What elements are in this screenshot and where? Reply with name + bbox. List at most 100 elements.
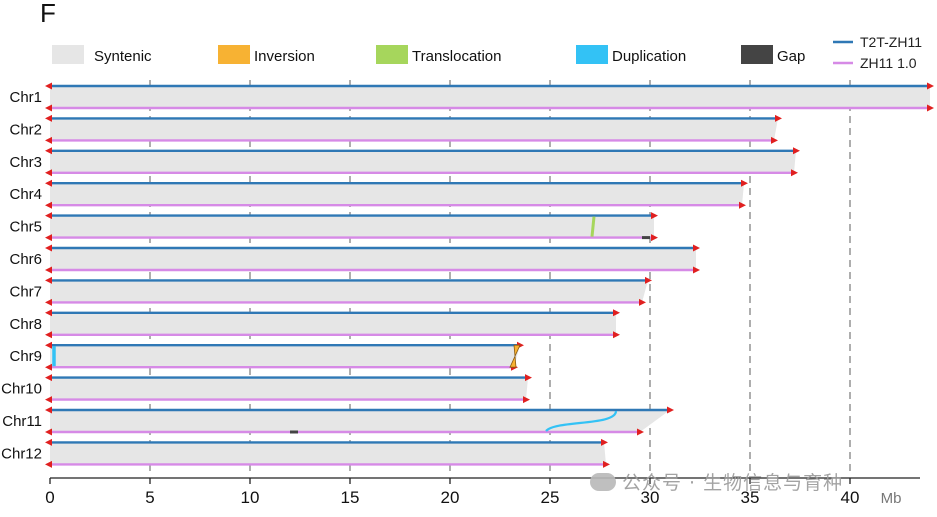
chr2-label: Chr2 [9,121,42,138]
chr8-zh11-end-marker [613,331,620,339]
chr10-t2t-end-marker [525,374,532,382]
chr10-label: Chr10 [1,381,42,398]
chr2-t2t-start-marker [45,114,52,122]
chr6-t2t-end-marker [693,244,700,252]
chr5-zh11-start-marker [45,234,52,242]
legend-swatch-inversion [218,45,250,64]
legend-swatch-translocation [376,45,408,64]
chr11-t2t-start-marker [45,406,52,414]
chr12-syntenic-band [50,442,606,465]
chr5-translocation-0 [590,216,596,237]
legend-series-label-zh11: ZH11 1.0 [860,55,917,71]
chr8-zh11-start-marker [45,331,52,339]
chr3-syntenic-band [50,150,796,173]
chr12-t2t-start-marker [45,438,52,446]
x-tick-label-40: 40 [841,488,860,507]
chr11-syntenic-band [50,410,670,432]
chr5-syntenic-band [50,215,654,238]
chr2-zh11-start-marker [45,136,52,144]
chr6-label: Chr6 [9,251,42,268]
chr6-zh11-start-marker [45,266,52,274]
chr11-label: Chr11 [2,413,42,430]
watermark-text: 公众号 · 生物信息与育种 [622,472,844,494]
x-unit-label: Mb [881,490,902,507]
chr9-zh11-start-marker [45,363,52,371]
chr4-zh11-start-marker [45,201,52,209]
chr12-zh11-end-marker [603,460,610,468]
chr8-syntenic-band [50,312,616,335]
chr6-syntenic-band [50,248,696,270]
chr8-t2t-end-marker [613,309,620,317]
chr1-zh11-start-marker [45,104,52,112]
chr3-t2t-start-marker [45,147,52,155]
legend-label-duplication: Duplication [612,48,686,65]
chromosome-tracks [45,82,934,468]
legend-label-gap: Gap [777,48,805,65]
chr3-t2t-end-marker [793,147,800,155]
chr5-label: Chr5 [9,219,42,236]
chr4-t2t-end-marker [741,179,748,187]
legend-swatch-syntenic [52,45,84,64]
chr9-t2t-start-marker [45,341,52,349]
x-tick-label-5: 5 [145,488,154,507]
chr7-zh11-start-marker [45,298,52,306]
chr11-zh11-end-marker [637,428,644,436]
chr10-zh11-end-marker [523,396,530,404]
x-tick-label-35: 35 [741,488,760,507]
chr6-zh11-end-marker [693,266,700,274]
chr9-inversion-3 [509,344,521,368]
chr7-zh11-end-marker [639,298,646,306]
chr1-zh11-end-marker [927,104,934,112]
legend-swatch-gap [741,45,773,64]
legend-label-inversion: Inversion [254,48,315,65]
x-tick-label-20: 20 [441,488,460,507]
chr8-label: Chr8 [9,316,42,333]
legend-label-translocation: Translocation [412,48,502,65]
chr1-syntenic-band [50,86,930,108]
chr8-t2t-start-marker [45,309,52,317]
chr1-t2t-start-marker [45,82,52,90]
chr11-duplication-4 [545,410,618,432]
chr12-label: Chr12 [1,445,42,462]
chr1-label: Chr1 [9,89,42,106]
x-tick-label-25: 25 [541,488,560,507]
wechat-icon [590,473,616,491]
chr3-label: Chr3 [9,154,42,171]
legend-swatch-duplication [576,45,608,64]
chr9-syntenic-band [50,345,520,368]
chromosome-labels: Chr1 Chr2 Chr3 Chr4 Chr5 Chr6 Chr7 Chr8 Chr9 Chr1… [1,89,42,462]
chr7-t2t-start-marker [45,276,52,284]
chr10-zh11-start-marker [45,396,52,404]
legend: Syntenic Inversion Translocation Duplicatio… [52,34,922,71]
x-axis: 0 5 10 15 20 25 30 35 40 Mb [45,477,920,507]
chr3-zh11-start-marker [45,169,52,177]
panel-label: F [40,0,56,28]
x-tick-label-15: 15 [341,488,360,507]
x-tick-label-10: 10 [241,488,260,507]
chr2-syntenic-band [50,118,778,141]
chr7-t2t-end-marker [645,276,652,284]
legend-series-label-t2t: T2T-ZH11 [860,34,922,50]
chr7-label: Chr7 [9,283,42,300]
chr4-t2t-start-marker [45,179,52,187]
chr4-syntenic-band [50,183,744,206]
chr12-t2t-end-marker [601,438,608,446]
chr10-t2t-start-marker [45,374,52,382]
chr10-syntenic-band [50,377,528,400]
chr5-t2t-start-marker [45,212,52,220]
chr2-zh11-end-marker [771,136,778,144]
chr1-t2t-end-marker [927,82,934,90]
chr6-t2t-start-marker [45,244,52,252]
chr5-zh11-end-marker [651,234,658,242]
chr11-zh11-start-marker [45,428,52,436]
x-tick-label-0: 0 [45,488,54,507]
chr12-zh11-start-marker [45,460,52,468]
chr4-zh11-end-marker [739,201,746,209]
chr3-zh11-end-marker [791,169,798,177]
legend-label-syntenic: Syntenic [94,48,152,65]
chr11-t2t-end-marker [667,406,674,414]
chr4-label: Chr4 [9,186,42,203]
chr9-label: Chr9 [9,348,42,365]
chr5-t2t-end-marker [651,212,658,220]
